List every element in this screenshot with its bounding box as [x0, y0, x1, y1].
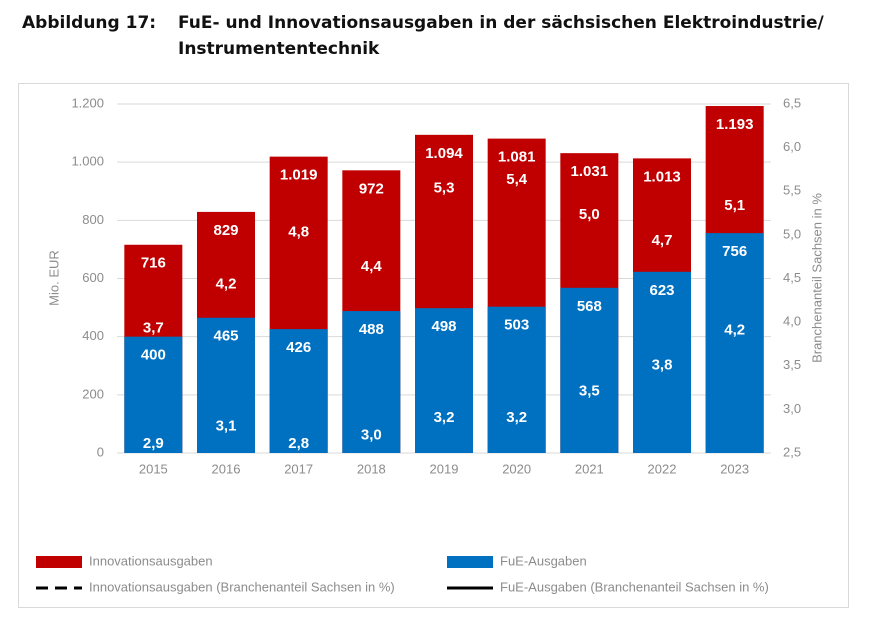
line-value-label: 2,8: [288, 435, 309, 452]
legend-label: Innovationsausgaben (Branchenanteil Sach…: [89, 579, 395, 594]
line-value-label: 4,2: [216, 276, 237, 293]
bar-value-label: 756: [722, 243, 747, 260]
bar-value-label: 400: [141, 347, 166, 364]
legend-label: Innovationsausgaben: [89, 553, 213, 568]
line-value-label: 5,3: [434, 180, 455, 197]
bar-value-label: 426: [286, 339, 311, 356]
x-tick-label: 2016: [212, 461, 241, 476]
line-value-label: 4,2: [724, 322, 745, 339]
y2-tick-label: 5,0: [783, 226, 801, 241]
y-tick-label: 1.200: [71, 95, 104, 110]
line-value-label: 2,9: [143, 435, 164, 452]
legend-swatch: [36, 556, 82, 568]
bar: [633, 271, 691, 453]
y-axis-label: Mio. EUR: [46, 250, 61, 306]
line-value-label: 3,8: [652, 357, 673, 374]
bar: [705, 233, 764, 453]
bar-value-label: 1.013: [643, 168, 681, 185]
line-value-label: 3,2: [506, 409, 527, 426]
bar-value-label: 488: [359, 321, 384, 338]
bar-value-label: 829: [213, 222, 238, 239]
y-tick-label: 400: [82, 328, 104, 343]
y-tick-label: 0: [97, 444, 104, 459]
chart-title: FuE- und Innovationsausgaben in der säch…: [178, 13, 824, 59]
line-value-label: 5,1: [724, 197, 745, 214]
line-value-label: 3,1: [216, 418, 237, 435]
bar-value-label: 568: [577, 298, 602, 315]
bar-value-label: 1.019: [280, 167, 318, 184]
line-value-label: 4,8: [288, 223, 309, 240]
y2-tick-label: 6,5: [783, 95, 801, 110]
y2-tick-label: 4,0: [783, 314, 801, 329]
legend-label: FuE-Ausgaben (Branchenanteil Sachsen in …: [500, 579, 769, 594]
y2-tick-label: 3,0: [783, 401, 801, 416]
line-value-label: 4,7: [652, 232, 673, 249]
y2-tick-label: 3,5: [783, 357, 801, 372]
y2-tick-label: 6,0: [783, 139, 801, 154]
bar-value-label: 465: [213, 328, 238, 345]
bar-value-label: 1.094: [425, 145, 463, 162]
bar-value-label: 1.193: [716, 116, 754, 133]
legend-swatch: [447, 556, 493, 568]
y2-tick-label: 4,5: [783, 270, 801, 285]
x-tick-label: 2015: [139, 461, 168, 476]
y2-axis-label: Branchenanteil Sachsen in %: [809, 193, 824, 363]
line-value-label: 5,4: [506, 171, 528, 188]
figure-label: Abbildung 17:: [22, 13, 157, 33]
bar: [415, 308, 473, 453]
y-tick-label: 600: [82, 270, 104, 285]
bar: [560, 287, 619, 453]
line-value-label: 4,4: [361, 258, 383, 275]
bar: [487, 306, 546, 453]
x-tick-label: 2017: [284, 461, 313, 476]
y2-tick-label: 2,5: [783, 444, 801, 459]
line-value-label: 3,2: [434, 409, 455, 426]
bar: [124, 336, 183, 453]
bar-value-label: 716: [141, 255, 166, 272]
bar-value-label: 503: [504, 317, 529, 334]
line-value-label: 3,7: [143, 319, 164, 336]
x-tick-label: 2018: [357, 461, 386, 476]
x-tick-label: 2019: [430, 461, 459, 476]
x-tick-label: 2021: [575, 461, 604, 476]
bar-value-label: 1.031: [571, 163, 609, 180]
x-tick-label: 2022: [648, 461, 677, 476]
bar: [269, 329, 328, 453]
bar: [342, 311, 401, 453]
chart-frame: [18, 83, 849, 608]
bar-value-label: 1.081: [498, 149, 536, 166]
bar-value-label: 972: [359, 180, 384, 197]
bar-value-label: 498: [431, 318, 456, 335]
y-tick-label: 200: [82, 386, 104, 401]
y-tick-label: 1.000: [71, 154, 104, 169]
y2-tick-label: 5,5: [783, 183, 801, 198]
line-value-label: 5,0: [579, 206, 600, 223]
y-tick-label: 800: [82, 212, 104, 227]
title-block: Abbildung 17: FuE- und Innovationsausgab…: [22, 10, 862, 62]
x-tick-label: 2023: [720, 461, 749, 476]
line-value-label: 3,0: [361, 426, 382, 443]
legend-label: FuE-Ausgaben: [500, 553, 587, 568]
x-tick-label: 2020: [502, 461, 531, 476]
bar-value-label: 623: [649, 282, 674, 299]
line-value-label: 3,5: [579, 383, 600, 400]
bar: [197, 317, 255, 453]
